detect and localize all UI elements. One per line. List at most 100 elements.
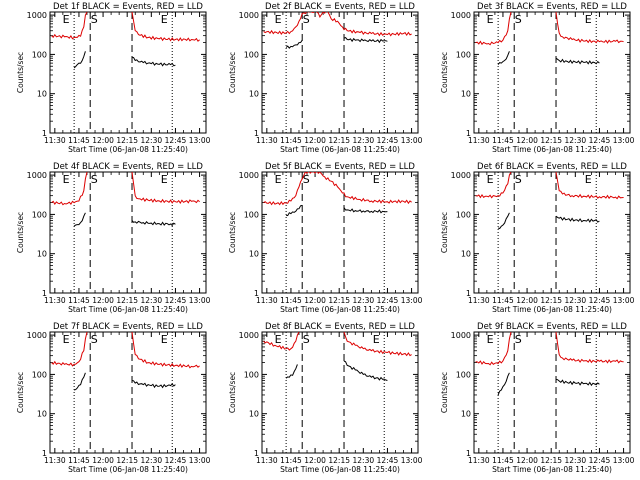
- x-tick-label: 12:45: [589, 296, 611, 305]
- x-tick-label: 12:30: [565, 456, 587, 465]
- events-series-line: [285, 364, 298, 379]
- lld-series-line: [475, 332, 512, 366]
- y-tick-label: 100: [456, 210, 471, 219]
- x-tick-label: 12:30: [565, 296, 587, 305]
- lld-series-line: [263, 332, 300, 351]
- x-tick-label: 12:00: [92, 296, 114, 305]
- x-tick-label: 12:30: [353, 136, 375, 145]
- y-tick-label: 1000: [239, 331, 259, 340]
- x-tick-label: 11:30: [44, 296, 66, 305]
- chart-title: Det 7f BLACK = Events, RED = LLD: [53, 322, 203, 332]
- marker-label: E: [585, 333, 592, 346]
- x-tick-label: 11:45: [68, 136, 90, 145]
- marker-label: E: [63, 333, 70, 346]
- y-tick-label: 100: [32, 370, 47, 379]
- marker-label: E: [487, 333, 494, 346]
- chart-panel: Det 5f BLACK = Events, RED = LLD 1 10 100 10…: [228, 162, 423, 314]
- x-tick-label: 13:00: [189, 456, 211, 465]
- marker-label: S: [515, 333, 522, 346]
- events-series-line: [285, 39, 303, 49]
- y-axis-label: Counts/sec: [440, 52, 449, 93]
- marker-label: S: [303, 13, 310, 26]
- x-tick-label: 12:45: [377, 456, 399, 465]
- x-tick-label: 12:00: [516, 136, 538, 145]
- marker-label: E: [487, 173, 494, 186]
- x-tick-label: 12:15: [328, 136, 350, 145]
- series-group: [263, 172, 412, 217]
- marker-label: S: [303, 173, 310, 186]
- x-tick-label: 11:30: [468, 456, 490, 465]
- y-tick-label: 1000: [27, 11, 47, 20]
- y-tick-label: 100: [456, 370, 471, 379]
- y-axis-label: Counts/sec: [440, 372, 449, 413]
- events-series-line: [286, 204, 303, 217]
- series-group: [51, 332, 200, 391]
- plot-frame: [473, 11, 631, 134]
- x-tick-label: 11:30: [256, 296, 278, 305]
- y-tick-label: 100: [32, 50, 47, 59]
- events-series-line: [343, 360, 388, 381]
- lld-series-line: [51, 332, 88, 367]
- x-tick-label: 11:45: [280, 456, 302, 465]
- x-tick-label: 11:45: [492, 136, 514, 145]
- y-tick-label: 10: [249, 410, 259, 419]
- marker-label: S: [515, 13, 522, 26]
- events-series-line: [131, 56, 176, 67]
- x-tick-label: 12:00: [92, 456, 114, 465]
- y-tick-label: 1: [254, 129, 259, 138]
- series-group: [51, 12, 200, 69]
- lld-series-line: [131, 12, 200, 42]
- y-tick-label: 1000: [27, 331, 47, 340]
- x-tick-label: 12:30: [141, 136, 163, 145]
- x-tick-label: 11:30: [468, 296, 490, 305]
- x-tick-label: 13:00: [189, 136, 211, 145]
- chart-title: Det 3f BLACK = Events, RED = LLD: [477, 2, 627, 12]
- y-axis-label: Counts/sec: [16, 212, 25, 253]
- x-tick-label: 13:00: [613, 456, 635, 465]
- marker-label: S: [91, 333, 98, 346]
- x-axis-label: Start Time (06-Jan-08 11:25:40): [492, 145, 612, 154]
- x-tick-label: 13:00: [613, 136, 635, 145]
- plot-frame: [261, 331, 419, 454]
- y-tick-label: 100: [244, 50, 259, 59]
- events-series-line: [497, 51, 510, 65]
- y-tick-label: 10: [461, 410, 471, 419]
- x-tick-label: 11:30: [256, 456, 278, 465]
- x-tick-label: 11:45: [68, 296, 90, 305]
- x-tick-label: 12:30: [353, 456, 375, 465]
- y-tick-label: 1000: [27, 171, 47, 180]
- chart-panel: Det 3f BLACK = Events, RED = LLD 1 10 100 10…: [440, 2, 635, 154]
- x-axis-label: Start Time (06-Jan-08 11:25:40): [68, 305, 188, 314]
- marker-label: S: [515, 173, 522, 186]
- y-tick-label: 1000: [239, 171, 259, 180]
- x-axis-label: Start Time (06-Jan-08 11:25:40): [68, 465, 188, 474]
- events-series-line: [343, 37, 388, 44]
- y-tick-label: 1000: [451, 331, 471, 340]
- y-axis-label: Counts/sec: [228, 372, 237, 413]
- marker-label: E: [585, 13, 592, 26]
- chart-panel: Det 6f BLACK = Events, RED = LLD 1 10 100 10…: [440, 162, 635, 314]
- chart-title: Det 9f BLACK = Events, RED = LLD: [477, 322, 627, 332]
- y-tick-label: 100: [244, 370, 259, 379]
- lld-series-line: [131, 332, 200, 369]
- lld-series-line: [51, 172, 88, 206]
- x-tick-label: 12:00: [516, 456, 538, 465]
- chart-panel: Det 7f BLACK = Events, RED = LLD 1 10 100 10…: [16, 322, 211, 474]
- x-tick-label: 12:15: [116, 456, 138, 465]
- events-series-line: [131, 380, 176, 389]
- y-tick-label: 1: [42, 129, 47, 138]
- marker-label: E: [161, 173, 168, 186]
- y-axis-label: Counts/sec: [16, 52, 25, 93]
- lld-series-line: [263, 172, 412, 206]
- x-tick-label: 12:15: [540, 136, 562, 145]
- y-tick-label: 100: [32, 210, 47, 219]
- y-tick-label: 1000: [451, 11, 471, 20]
- plot-frame: [49, 11, 207, 134]
- lld-series-line: [475, 12, 512, 46]
- x-tick-label: 11:45: [68, 456, 90, 465]
- chart-panel: Det 9f BLACK = Events, RED = LLD 1 10 100 10…: [440, 322, 635, 474]
- x-tick-label: 11:45: [280, 296, 302, 305]
- x-tick-label: 12:45: [589, 136, 611, 145]
- x-tick-label: 12:30: [141, 296, 163, 305]
- events-series-line: [555, 378, 600, 387]
